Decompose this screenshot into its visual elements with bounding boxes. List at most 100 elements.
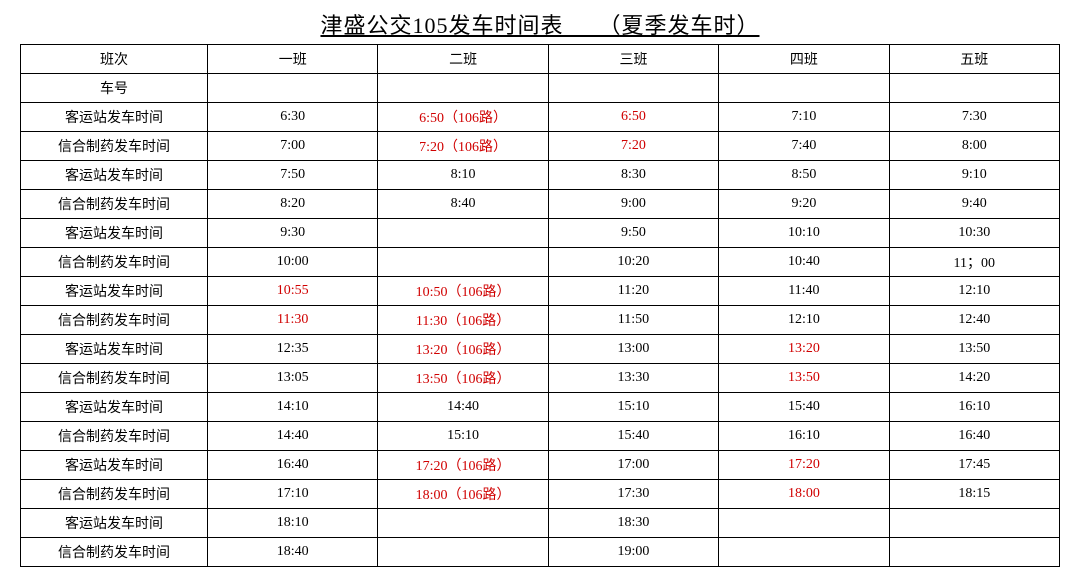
table-row: 信合制药发车时间11:3011:30（106路）11:5012:1012:40 (21, 306, 1060, 335)
time-cell: 9:30 (208, 219, 378, 248)
time-cell: 9:20 (719, 190, 889, 219)
time-cell: 8:20 (208, 190, 378, 219)
time-cell: 13:20（106路） (378, 335, 548, 364)
time-cell: 13:50（106路） (378, 364, 548, 393)
row-label: 信合制药发车时间 (21, 422, 208, 451)
time-cell: 10:30 (889, 219, 1059, 248)
table-row: 客运站发车时间9:309:5010:1010:30 (21, 219, 1060, 248)
time-cell: 10:55 (208, 277, 378, 306)
time-cell: 9:50 (548, 219, 718, 248)
header-cell: 一班 (208, 45, 378, 74)
time-cell (719, 74, 889, 103)
table-row: 客运站发车时间16:4017:20（106路）17:0017:2017:45 (21, 451, 1060, 480)
time-cell: 17:30 (548, 480, 718, 509)
time-cell: 17:45 (889, 451, 1059, 480)
time-cell: 18:30 (548, 509, 718, 538)
time-cell: 19:00 (548, 538, 718, 567)
time-cell: 8:50 (719, 161, 889, 190)
header-cell: 二班 (378, 45, 548, 74)
time-cell: 14:20 (889, 364, 1059, 393)
row-label: 客运站发车时间 (21, 335, 208, 364)
row-label: 信合制药发车时间 (21, 364, 208, 393)
time-cell (378, 74, 548, 103)
time-cell: 9:40 (889, 190, 1059, 219)
time-cell: 11:30（106路） (378, 306, 548, 335)
time-cell (719, 538, 889, 567)
time-cell: 13:05 (208, 364, 378, 393)
time-cell: 17:10 (208, 480, 378, 509)
time-cell: 6:30 (208, 103, 378, 132)
time-cell: 7:50 (208, 161, 378, 190)
table-row: 客运站发车时间14:1014:4015:1015:4016:10 (21, 393, 1060, 422)
time-cell (889, 74, 1059, 103)
header-cell: 四班 (719, 45, 889, 74)
row-label: 客运站发车时间 (21, 103, 208, 132)
time-cell: 10:00 (208, 248, 378, 277)
row-label: 信合制药发车时间 (21, 538, 208, 567)
time-cell: 12:10 (719, 306, 889, 335)
header-cell: 班次 (21, 45, 208, 74)
time-cell: 17:00 (548, 451, 718, 480)
schedule-table: 班次 一班 二班 三班 四班 五班 车号客运站发车时间6:306:50（106路… (20, 44, 1060, 567)
time-cell (208, 74, 378, 103)
header-cell: 三班 (548, 45, 718, 74)
time-cell: 12:40 (889, 306, 1059, 335)
time-cell: 16:40 (208, 451, 378, 480)
time-cell (548, 74, 718, 103)
time-cell (378, 248, 548, 277)
time-cell: 7:40 (719, 132, 889, 161)
page-title: 津盛公交105发车时间表 （夏季发车时） (20, 8, 1060, 40)
row-label: 信合制药发车时间 (21, 480, 208, 509)
time-cell: 8:00 (889, 132, 1059, 161)
time-cell (719, 509, 889, 538)
time-cell: 10:10 (719, 219, 889, 248)
time-cell: 8:10 (378, 161, 548, 190)
table-row: 客运站发车时间6:306:50（106路）6:507:107:30 (21, 103, 1060, 132)
time-cell: 7:00 (208, 132, 378, 161)
time-cell: 11:30 (208, 306, 378, 335)
table-row: 信合制药发车时间14:4015:1015:4016:1016:40 (21, 422, 1060, 451)
time-cell: 18:10 (208, 509, 378, 538)
row-label: 客运站发车时间 (21, 161, 208, 190)
time-cell (889, 538, 1059, 567)
time-cell: 17:20（106路） (378, 451, 548, 480)
time-cell: 15:10 (548, 393, 718, 422)
time-cell: 10:20 (548, 248, 718, 277)
table-row: 信合制药发车时间18:4019:00 (21, 538, 1060, 567)
table-row: 车号 (21, 74, 1060, 103)
row-label: 客运站发车时间 (21, 393, 208, 422)
time-cell: 11；00 (889, 248, 1059, 277)
row-label: 车号 (21, 74, 208, 103)
time-cell: 11:40 (719, 277, 889, 306)
time-cell: 12:35 (208, 335, 378, 364)
time-cell: 6:50（106路） (378, 103, 548, 132)
row-label: 客运站发车时间 (21, 277, 208, 306)
time-cell: 14:40 (378, 393, 548, 422)
time-cell (889, 509, 1059, 538)
time-cell: 7:10 (719, 103, 889, 132)
time-cell: 15:40 (548, 422, 718, 451)
header-cell: 五班 (889, 45, 1059, 74)
table-row: 客运站发车时间10:5510:50（106路）11:2011:4012:10 (21, 277, 1060, 306)
time-cell: 8:40 (378, 190, 548, 219)
time-cell: 7:20 (548, 132, 718, 161)
time-cell (378, 219, 548, 248)
row-label: 信合制药发车时间 (21, 132, 208, 161)
time-cell: 13:30 (548, 364, 718, 393)
time-cell: 11:20 (548, 277, 718, 306)
time-cell: 16:10 (719, 422, 889, 451)
time-cell: 17:20 (719, 451, 889, 480)
time-cell: 12:10 (889, 277, 1059, 306)
row-label: 信合制药发车时间 (21, 190, 208, 219)
time-cell (378, 538, 548, 567)
time-cell: 7:30 (889, 103, 1059, 132)
time-cell: 15:40 (719, 393, 889, 422)
time-cell: 16:10 (889, 393, 1059, 422)
time-cell: 15:10 (378, 422, 548, 451)
time-cell: 13:50 (719, 364, 889, 393)
time-cell: 14:40 (208, 422, 378, 451)
table-row: 信合制药发车时间17:1018:00（106路）17:3018:0018:15 (21, 480, 1060, 509)
time-cell: 6:50 (548, 103, 718, 132)
table-row: 客运站发车时间12:3513:20（106路）13:0013:2013:50 (21, 335, 1060, 364)
row-label: 客运站发车时间 (21, 509, 208, 538)
